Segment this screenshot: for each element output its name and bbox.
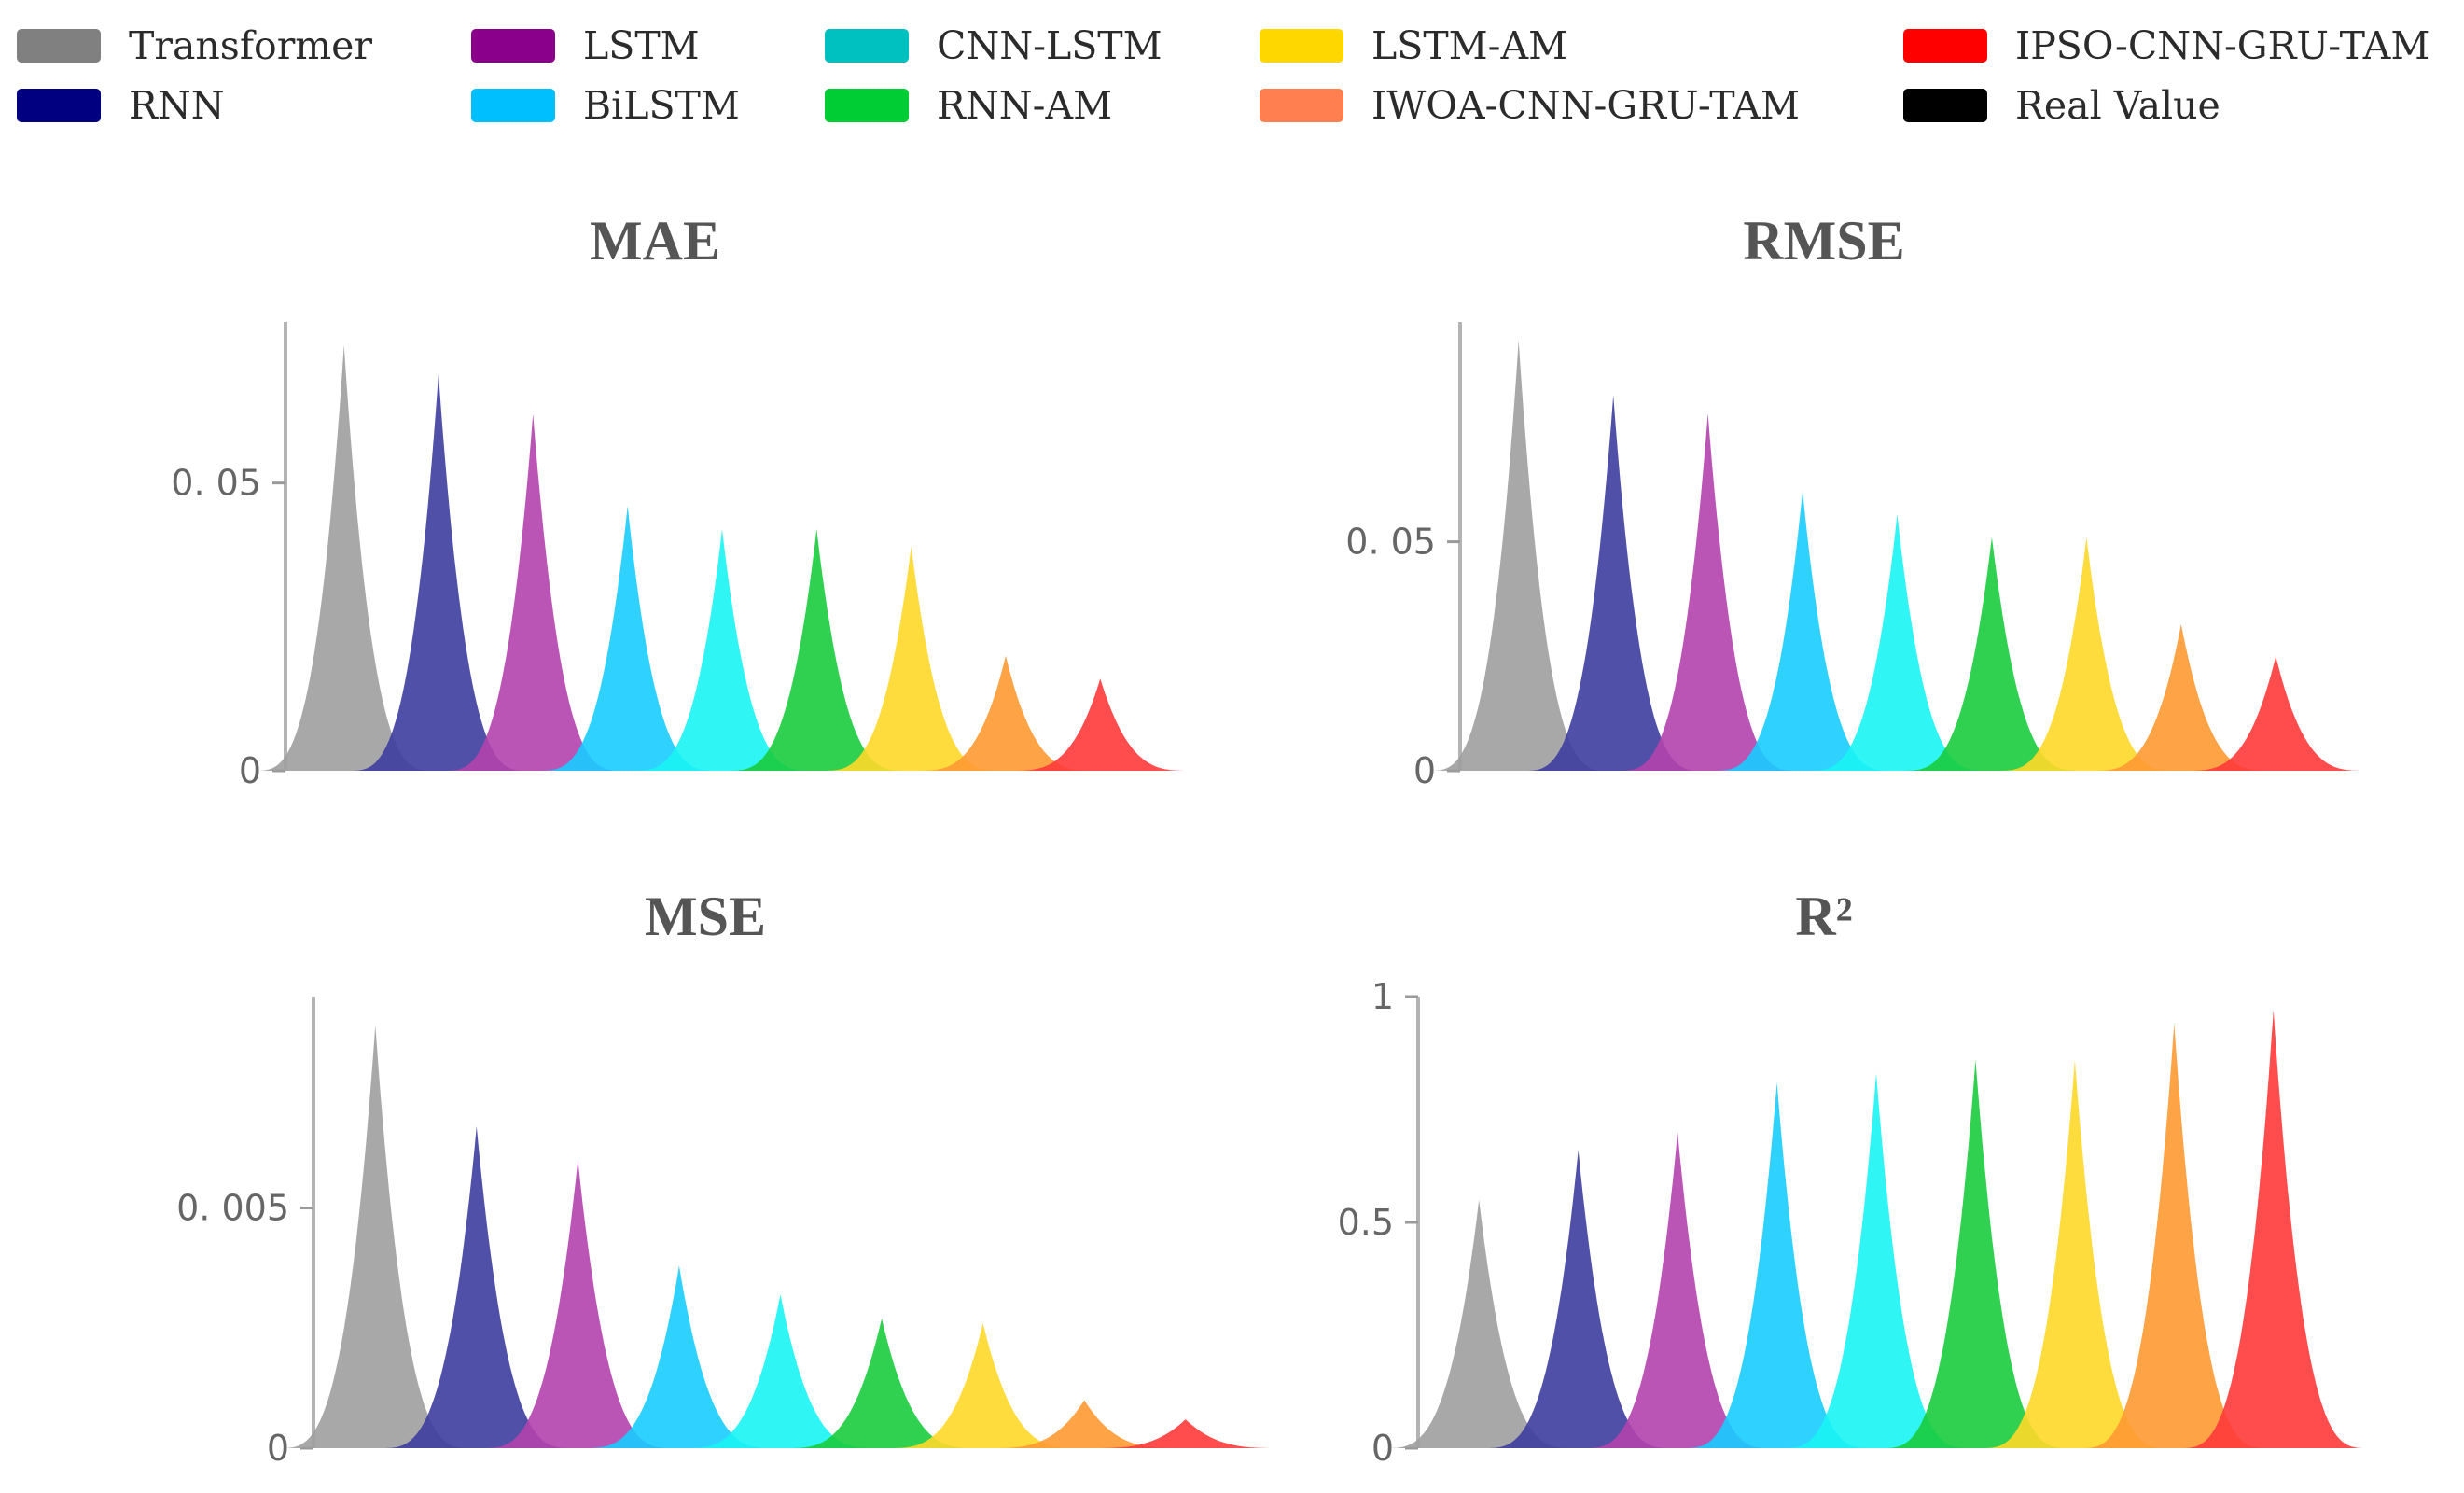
y-tick-label: 0 <box>239 750 261 791</box>
legend-swatch <box>471 29 555 63</box>
legend-item: IPSO-CNN-GRU-TAM <box>1903 22 2429 69</box>
spike-transformer <box>1428 340 1609 771</box>
legend-label: LSTM <box>583 23 700 68</box>
legend-item: CNN-LSTM <box>825 22 1162 69</box>
legend-item: Transformer <box>17 22 372 69</box>
y-tick-label: 0. 005 <box>176 1188 289 1229</box>
spike-rnn <box>380 1126 573 1448</box>
spike-iwoa-cnn-gru-tam <box>988 1400 1181 1448</box>
spike-bilstm <box>537 506 717 771</box>
legend-swatch <box>825 29 909 63</box>
spike-rnn <box>348 373 529 771</box>
spike-rnn <box>1523 395 1704 771</box>
legend-label: CNN-LSTM <box>937 23 1162 68</box>
chart-panel-2: RMSE 0 0. 05 <box>1345 210 2366 791</box>
chart-legend: Transformer RNN LSTM BiLSTM CNN-LSTM RNN-AM LS… <box>0 0 2464 140</box>
legend-swatch <box>1260 29 1343 63</box>
legend-item: RNN <box>17 82 225 129</box>
spike-lstm <box>481 1160 675 1448</box>
spike-ipso-cnn-gru-tam <box>2179 1010 2368 1448</box>
spike-transformer <box>254 344 434 771</box>
spike-lstm-am <box>821 546 1001 771</box>
legend-label: Transformer <box>129 23 373 68</box>
legend-item: LSTM <box>471 22 700 69</box>
spike-cnn-lstm <box>1781 1073 1971 1448</box>
chart-title: MAE <box>590 210 720 272</box>
legend-label: RNN <box>129 83 225 128</box>
chart-title: RMSE <box>1743 210 1904 272</box>
legend-item: BiLSTM <box>471 82 740 129</box>
spike-lstm-am <box>1997 537 2177 771</box>
spike-cnn-lstm <box>632 529 813 771</box>
spike-cnn-lstm <box>1807 514 1987 771</box>
spike-transformer <box>279 1025 472 1448</box>
spike-transformer <box>1385 1199 1574 1448</box>
spike-lstm-am <box>1980 1059 2169 1448</box>
legend-swatch <box>17 89 101 122</box>
spike-ipso-cnn-gru-tam <box>1010 678 1190 771</box>
spike-rnn-am <box>727 529 907 771</box>
spike-rnn <box>1483 1150 1673 1448</box>
legend-label: Real Value <box>2015 83 2220 128</box>
legend-label: IWOA-CNN-GRU-TAM <box>1371 83 1800 128</box>
y-tick-label: 0 <box>1413 750 1436 791</box>
spike-ipso-cnn-gru-tam <box>1089 1419 1282 1448</box>
legend-swatch <box>471 89 555 122</box>
legend-label: BiLSTM <box>583 83 740 128</box>
legend-item: IWOA-CNN-GRU-TAM <box>1260 82 1800 129</box>
legend-item: Real Value <box>1903 82 2220 129</box>
legend-swatch <box>1903 29 1987 63</box>
spike-iwoa-cnn-gru-tam <box>2091 623 2272 771</box>
legend-swatch <box>1260 89 1343 122</box>
spike-lstm-am <box>886 1323 1079 1448</box>
legend-label: IPSO-CNN-GRU-TAM <box>2015 23 2430 68</box>
spike-cnn-lstm <box>684 1294 877 1448</box>
spike-bilstm <box>582 1265 776 1448</box>
spike-lstm <box>1618 413 1798 771</box>
spike-rnn-am <box>1881 1059 2070 1448</box>
spike-iwoa-cnn-gru-tam <box>915 655 1096 771</box>
chart-title: R² <box>1795 886 1852 947</box>
spike-bilstm <box>1682 1082 1872 1448</box>
chart-panel-1: MAE 0 0. 05 <box>171 210 1190 791</box>
y-tick-label: 0. 05 <box>171 463 261 504</box>
spike-rnn-am <box>785 1319 979 1448</box>
y-tick-label: 0.5 <box>1338 1202 1394 1243</box>
y-tick-label: 0. 05 <box>1345 522 1436 563</box>
spike-lstm <box>1583 1132 1773 1448</box>
spike-iwoa-cnn-gru-tam <box>2080 1024 2269 1448</box>
legend-swatch <box>1903 89 1987 122</box>
legend-swatch <box>825 89 909 122</box>
legend-label: LSTM-AM <box>1371 23 1568 68</box>
chart-title: MSE <box>645 886 766 947</box>
y-tick-label: 1 <box>1371 976 1394 1017</box>
spike-ipso-cnn-gru-tam <box>2185 656 2366 771</box>
legend-item: LSTM-AM <box>1260 22 1567 69</box>
legend-item: RNN-AM <box>825 82 1112 129</box>
spike-bilstm <box>1712 491 1893 771</box>
legend-swatch <box>17 29 101 63</box>
spike-lstm <box>443 413 623 771</box>
legend-label: RNN-AM <box>937 83 1113 128</box>
spike-rnn-am <box>1901 537 2082 771</box>
